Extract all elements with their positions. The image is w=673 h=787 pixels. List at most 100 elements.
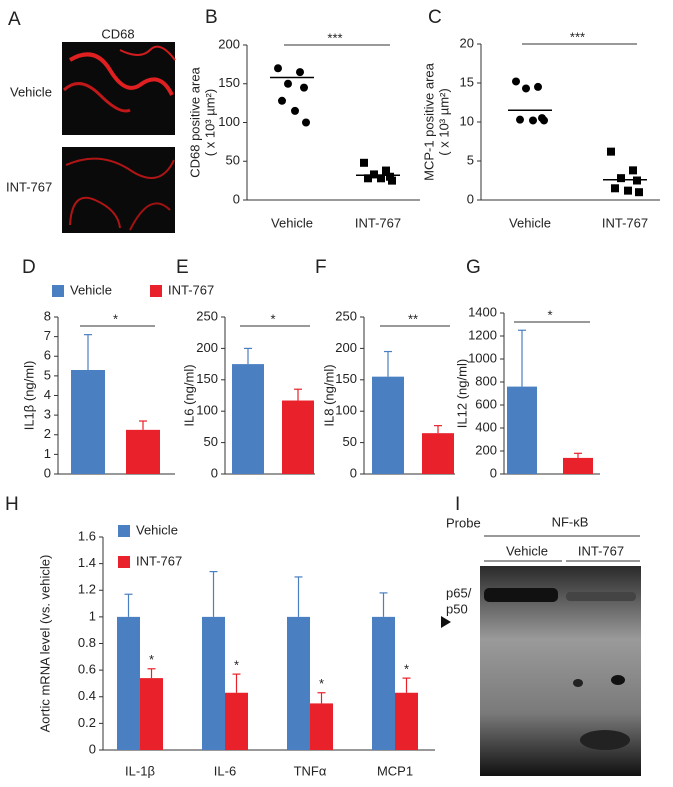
y-tick-label: 250 <box>196 308 218 323</box>
data-point <box>291 106 299 115</box>
y-tick-label: 0 <box>211 465 218 480</box>
y-tick-label: 0 <box>44 465 51 480</box>
y-tick-label: 0.4 <box>78 688 96 703</box>
y-tick-label: 0.6 <box>78 662 96 677</box>
bar <box>225 692 248 750</box>
significance: * <box>270 311 275 326</box>
x-tick-label: Vehicle <box>509 215 551 230</box>
y-tick-label: 800 <box>475 373 497 388</box>
bar <box>395 692 418 750</box>
y-tick-label: 200 <box>196 340 218 355</box>
bar <box>372 376 404 474</box>
panel-label: B <box>205 7 218 28</box>
data-point <box>512 77 520 86</box>
y-tick-label: 7 <box>44 328 51 343</box>
data-point <box>302 118 310 127</box>
data-point <box>360 158 368 167</box>
y-tick-label: 200 <box>475 442 497 457</box>
y-axis-label: IL8 (ng/ml) <box>321 364 336 426</box>
bar <box>202 616 225 750</box>
group-label: INT-767 <box>578 543 624 558</box>
y-axis-label: ( x 10³ µm²) <box>202 89 217 156</box>
data-point <box>534 82 542 91</box>
arrow <box>441 616 451 628</box>
data-point <box>370 170 378 179</box>
legend-label: INT-767 <box>136 553 182 568</box>
y-tick-label: 10 <box>460 113 474 128</box>
y-axis-label: Aortic mRNA level (vs. vehicle) <box>37 555 52 733</box>
data-point <box>388 176 396 185</box>
bar <box>126 429 160 474</box>
panel-label: D <box>22 257 36 278</box>
data-point <box>633 176 641 185</box>
probe-label: Probe <box>446 515 481 530</box>
y-tick-label: 15 <box>460 74 474 89</box>
significance: * <box>113 311 118 326</box>
panel-label: F <box>315 257 327 278</box>
y-tick-label: 1200 <box>468 327 497 342</box>
data-point <box>629 166 637 175</box>
bar <box>563 457 593 474</box>
y-tick-label: 3 <box>44 407 51 422</box>
data-point <box>624 186 632 195</box>
y-axis-label: ( x 10³ µm²) <box>436 88 451 155</box>
band-label: p65/ <box>446 585 472 600</box>
bar <box>310 703 333 750</box>
x-tick-label: MCP1 <box>377 763 413 778</box>
data-point <box>516 115 524 124</box>
y-tick-label: 1.6 <box>78 528 96 543</box>
significance: *** <box>570 29 585 44</box>
data-point <box>296 68 304 77</box>
annotation: * <box>319 676 324 691</box>
y-tick-label: 250 <box>335 308 357 323</box>
bar <box>282 400 314 474</box>
y-tick-label: 5 <box>467 152 474 167</box>
y-tick-label: 1 <box>44 446 51 461</box>
y-tick-label: 0 <box>467 191 474 206</box>
data-point <box>529 116 537 125</box>
legend-swatch <box>118 556 130 568</box>
y-tick-label: 4 <box>44 387 51 402</box>
x-tick-label: IL-1β <box>125 763 155 778</box>
legend-swatch <box>52 285 64 297</box>
legend-label: INT-767 <box>168 282 214 297</box>
panel-label: I <box>455 494 460 515</box>
data-point <box>540 116 548 125</box>
data-point <box>635 188 643 197</box>
group-label: Vehicle <box>506 543 548 558</box>
y-axis-label: MCP-1 positive area <box>421 62 436 181</box>
y-tick-label: 100 <box>335 403 357 418</box>
y-tick-label: 6 <box>44 348 51 363</box>
bar <box>507 386 537 474</box>
panel-label: E <box>176 257 189 278</box>
x-tick-label: IL-6 <box>214 763 236 778</box>
y-tick-label: 2 <box>44 426 51 441</box>
panel-title: CD68 <box>101 26 134 41</box>
significance: ** <box>408 311 418 326</box>
legend-swatch <box>150 285 162 297</box>
panel-label: H <box>5 494 19 515</box>
y-axis-label: IL6 (ng/ml) <box>181 364 196 426</box>
x-tick-label: INT-767 <box>355 215 401 230</box>
data-point <box>607 147 615 156</box>
y-axis-label: IL1β (ng/ml) <box>21 361 36 431</box>
panel-label: A <box>8 9 21 30</box>
y-tick-label: 150 <box>218 75 240 90</box>
y-axis-label: CD68 positive area <box>187 66 202 177</box>
y-axis-label: IL12 (ng/ml) <box>454 359 469 428</box>
data-point <box>300 83 308 92</box>
y-tick-label: 100 <box>196 403 218 418</box>
y-tick-label: 5 <box>44 367 51 382</box>
y-tick-label: 1000 <box>468 350 497 365</box>
bar <box>287 616 310 750</box>
y-tick-label: 0.8 <box>78 635 96 650</box>
y-tick-label: 0 <box>350 465 357 480</box>
gel <box>480 566 641 776</box>
data-point <box>611 184 619 193</box>
band-label: p50 <box>446 601 468 616</box>
data-point <box>382 166 390 175</box>
y-tick-label: 0 <box>233 191 240 206</box>
significance: *** <box>327 30 342 45</box>
significance: * <box>547 307 552 322</box>
